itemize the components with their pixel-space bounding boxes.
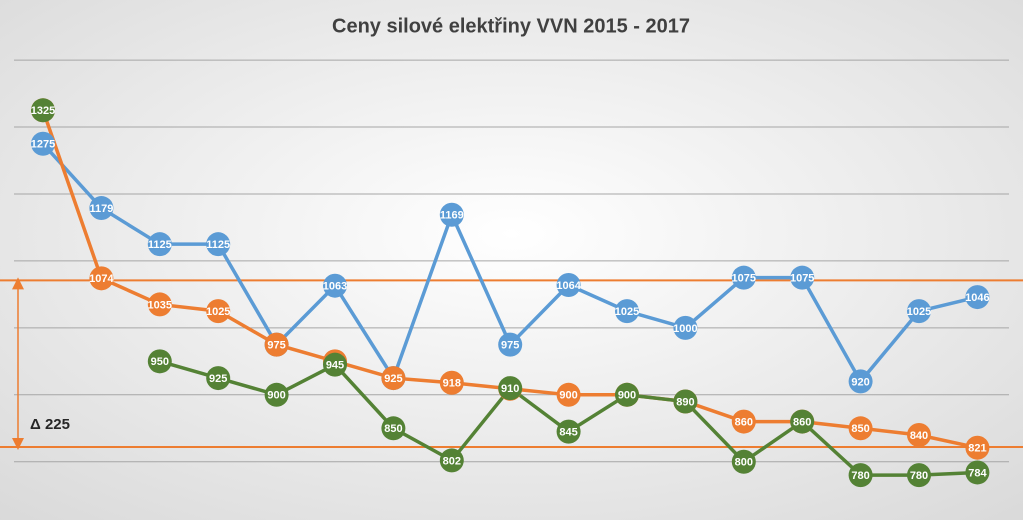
point [731, 265, 756, 290]
point [556, 382, 581, 407]
point [264, 332, 289, 357]
value-label: 1046 [965, 292, 989, 304]
value-label: 1025 [907, 306, 931, 318]
point [206, 299, 231, 324]
value-label: 1064 [556, 280, 581, 292]
value-label: 840 [910, 430, 928, 442]
value-label: 1179 [89, 203, 113, 215]
point [615, 299, 639, 324]
value-label: 821 [968, 443, 986, 455]
point [31, 98, 55, 123]
value-label: 925 [209, 373, 227, 385]
value-label: 925 [384, 373, 402, 385]
point [673, 389, 698, 414]
value-label: 1325 [31, 105, 55, 117]
value-label: 950 [151, 356, 169, 368]
point [731, 449, 756, 474]
value-label: 910 [501, 383, 519, 395]
value-label: 1275 [31, 139, 55, 151]
value-label: 850 [384, 423, 402, 435]
point [848, 463, 873, 488]
value-label: 975 [267, 340, 285, 352]
value-label: 780 [851, 470, 869, 482]
annotation: Δ 225 [30, 416, 70, 433]
value-label: 1025 [615, 306, 639, 318]
point [498, 332, 523, 357]
point [89, 196, 114, 221]
value-label: 890 [676, 396, 694, 408]
value-label: 1074 [89, 273, 114, 285]
value-label: 1169 [440, 210, 464, 222]
point [31, 131, 55, 156]
point [147, 349, 172, 374]
value-label: 802 [443, 455, 461, 467]
point [147, 292, 172, 317]
point [907, 463, 931, 488]
point [965, 460, 990, 485]
value-label: 784 [968, 467, 987, 479]
point [89, 266, 114, 291]
point [790, 265, 815, 290]
point [439, 448, 464, 473]
point [907, 422, 931, 447]
point [615, 382, 639, 407]
value-label: 945 [326, 360, 344, 372]
point [848, 369, 873, 394]
value-label: 1075 [732, 273, 756, 285]
value-label: 1000 [673, 323, 697, 335]
value-label: 900 [559, 390, 577, 402]
point [965, 285, 990, 310]
point [323, 273, 347, 298]
value-label: 975 [501, 340, 519, 352]
point [439, 202, 464, 227]
point [264, 382, 289, 407]
value-label: 920 [851, 376, 869, 388]
value-label: 800 [735, 457, 753, 469]
value-label: 860 [793, 416, 811, 428]
point [965, 435, 990, 460]
point [790, 409, 815, 434]
value-label: 900 [267, 390, 285, 402]
point [381, 416, 406, 441]
point [907, 299, 931, 324]
point [206, 232, 231, 257]
value-label: 1035 [148, 299, 172, 311]
point [731, 409, 756, 434]
value-label: 1125 [148, 239, 172, 251]
point [556, 419, 581, 444]
point [206, 366, 231, 391]
value-label: 850 [851, 423, 869, 435]
value-label: 1075 [790, 273, 814, 285]
point [848, 416, 873, 441]
value-label: 1125 [206, 239, 230, 251]
value-label: 900 [618, 390, 636, 402]
value-label: 780 [910, 470, 928, 482]
value-label: 1025 [206, 306, 230, 318]
point [147, 232, 172, 257]
point [323, 352, 347, 377]
chart-title: Ceny silové elektřiny VVN 2015 - 2017 [332, 15, 690, 37]
point [439, 370, 464, 395]
value-label: 845 [559, 427, 577, 439]
point [673, 315, 698, 340]
value-label: 1063 [323, 281, 347, 293]
point [556, 273, 581, 298]
point [381, 366, 406, 391]
value-label: 860 [735, 416, 753, 428]
point [498, 376, 523, 401]
value-label: 918 [443, 378, 461, 390]
